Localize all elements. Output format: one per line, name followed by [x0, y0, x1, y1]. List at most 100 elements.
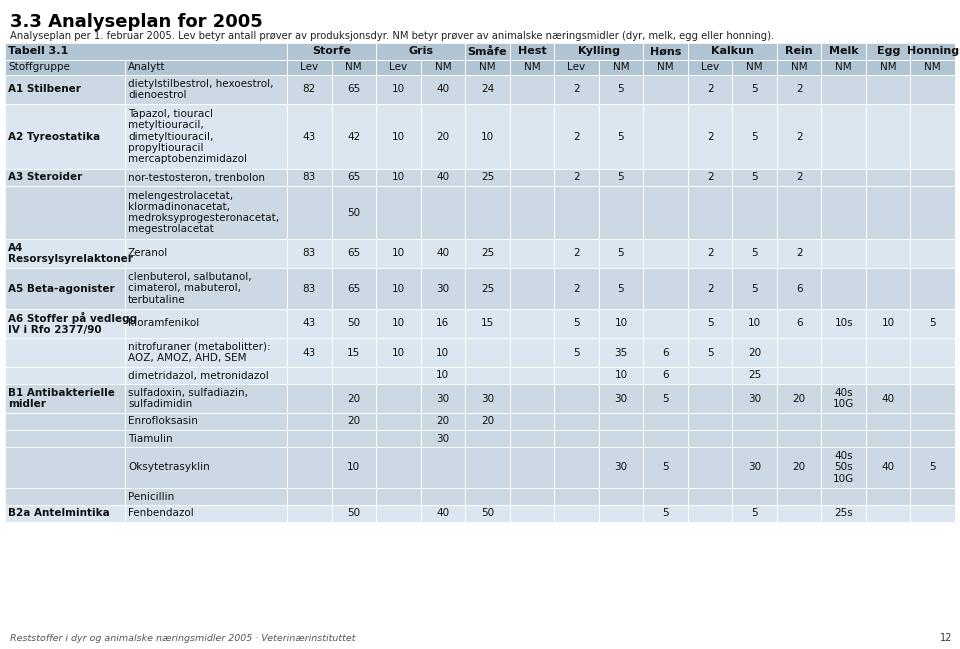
Bar — [687, 43, 777, 60]
Bar — [910, 367, 955, 384]
Bar — [554, 60, 599, 75]
Bar — [643, 367, 687, 384]
Bar — [510, 268, 554, 309]
Bar — [822, 60, 866, 75]
Bar — [554, 488, 599, 505]
Text: Reststoffer i dyr og animalske næringsmidler 2005 · Veterinærinstituttet: Reststoffer i dyr og animalske næringsmi… — [10, 634, 355, 643]
Bar — [643, 488, 687, 505]
Bar — [599, 75, 643, 104]
Text: 40: 40 — [436, 84, 449, 95]
Bar — [376, 309, 420, 338]
Text: 10: 10 — [392, 132, 405, 141]
Bar — [5, 338, 125, 367]
Text: 30: 30 — [481, 393, 494, 404]
Bar — [466, 75, 510, 104]
Bar — [910, 60, 955, 75]
Bar — [331, 169, 376, 186]
Bar — [554, 309, 599, 338]
Text: Tapazol, tiouracl
metyltiouracil,
dimetyltiouracil,
propyltiouracil
mercaptobenz: Tapazol, tiouracl metyltiouracil, dimety… — [128, 109, 247, 164]
Text: 2: 2 — [707, 249, 713, 258]
Bar — [687, 186, 732, 239]
Text: 20: 20 — [348, 417, 360, 426]
Bar — [376, 413, 420, 430]
Text: 10: 10 — [392, 347, 405, 358]
Bar — [777, 488, 822, 505]
Bar — [125, 447, 287, 488]
Bar — [376, 430, 420, 447]
Bar — [599, 367, 643, 384]
Text: 6: 6 — [662, 347, 669, 358]
Text: NM: NM — [612, 62, 630, 73]
Text: 10: 10 — [392, 84, 405, 95]
Bar — [331, 488, 376, 505]
Bar — [466, 186, 510, 239]
Text: B1 Antibakterielle
midler: B1 Antibakterielle midler — [8, 388, 115, 409]
Text: 2: 2 — [796, 132, 803, 141]
Text: nitrofuraner (metabolitter):
AOZ, AMOZ, AHD, SEM: nitrofuraner (metabolitter): AOZ, AMOZ, … — [128, 342, 271, 363]
Bar — [331, 104, 376, 169]
Bar — [822, 309, 866, 338]
Text: 10: 10 — [614, 371, 628, 380]
Bar — [510, 447, 554, 488]
Text: 40s
50s
10G: 40s 50s 10G — [833, 451, 854, 484]
Text: Storfe: Storfe — [312, 47, 351, 56]
Bar — [910, 75, 955, 104]
Bar — [5, 488, 125, 505]
Bar — [510, 309, 554, 338]
Text: 5: 5 — [752, 249, 757, 258]
Text: 50: 50 — [348, 319, 360, 328]
Bar — [822, 239, 866, 268]
Text: Analytt: Analytt — [128, 62, 165, 73]
Bar — [599, 104, 643, 169]
Bar — [599, 413, 643, 430]
Text: 2: 2 — [796, 84, 803, 95]
Bar — [687, 447, 732, 488]
Bar — [287, 338, 331, 367]
Bar — [376, 367, 420, 384]
Text: 25: 25 — [481, 249, 494, 258]
Bar — [732, 186, 777, 239]
Text: 10: 10 — [392, 173, 405, 182]
Bar — [5, 268, 125, 309]
Bar — [466, 447, 510, 488]
Bar — [420, 169, 466, 186]
Bar — [5, 60, 125, 75]
Bar — [777, 169, 822, 186]
Bar — [5, 75, 125, 104]
Bar — [510, 169, 554, 186]
Bar — [125, 169, 287, 186]
Text: 5: 5 — [617, 84, 624, 95]
Text: 15: 15 — [481, 319, 494, 328]
Bar — [687, 367, 732, 384]
Bar — [376, 384, 420, 413]
Bar — [910, 430, 955, 447]
Text: 5: 5 — [707, 347, 713, 358]
Text: 5: 5 — [573, 347, 580, 358]
Bar — [331, 430, 376, 447]
Text: 83: 83 — [302, 249, 316, 258]
Text: NM: NM — [835, 62, 852, 73]
Text: 25: 25 — [481, 173, 494, 182]
Bar — [510, 384, 554, 413]
Text: 43: 43 — [302, 347, 316, 358]
Bar — [643, 75, 687, 104]
Bar — [822, 169, 866, 186]
Bar — [466, 367, 510, 384]
Text: 5: 5 — [752, 509, 757, 519]
Text: 20: 20 — [793, 463, 805, 472]
Text: Lev: Lev — [389, 62, 407, 73]
Bar — [732, 384, 777, 413]
Text: 20: 20 — [748, 347, 761, 358]
Bar — [420, 60, 466, 75]
Bar — [125, 75, 287, 104]
Text: Analyseplan per 1. februar 2005. Lev betyr antall prøver av produksjonsdyr. NM b: Analyseplan per 1. februar 2005. Lev bet… — [10, 31, 775, 41]
Bar — [466, 384, 510, 413]
Bar — [466, 104, 510, 169]
Text: 10: 10 — [881, 319, 895, 328]
Bar — [331, 268, 376, 309]
Bar — [420, 239, 466, 268]
Text: 20: 20 — [481, 417, 494, 426]
Bar — [287, 60, 331, 75]
Bar — [643, 169, 687, 186]
Text: 5: 5 — [929, 463, 936, 472]
